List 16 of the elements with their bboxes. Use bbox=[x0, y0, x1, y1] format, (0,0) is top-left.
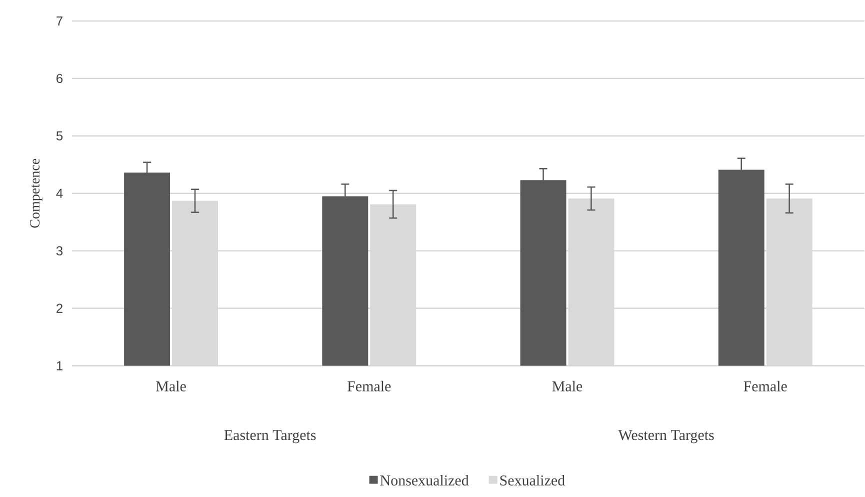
y-tick-label: 2 bbox=[56, 304, 62, 313]
text: Western Targets bbox=[618, 430, 714, 444]
x-tick-label: Male bbox=[552, 381, 582, 392]
y-tick-label: 3 bbox=[56, 246, 63, 256]
legend-label: Nonsexualized bbox=[380, 475, 469, 486]
y-tick-label: 7 bbox=[56, 16, 62, 26]
legend-label: Sexualized bbox=[500, 475, 565, 486]
y-tick-label: 4 bbox=[56, 189, 63, 198]
text: Eastern Targets bbox=[224, 430, 316, 444]
x-tick-label: Female bbox=[744, 381, 787, 392]
y-tick-label: 5 bbox=[56, 132, 63, 141]
x-tick-label: Male bbox=[156, 381, 186, 392]
y-tick-label: 6 bbox=[56, 74, 63, 84]
y-tick-label: 1 bbox=[56, 361, 62, 370]
x-tick-label: Female bbox=[348, 381, 391, 392]
y-axis-title: Competence bbox=[30, 159, 42, 228]
